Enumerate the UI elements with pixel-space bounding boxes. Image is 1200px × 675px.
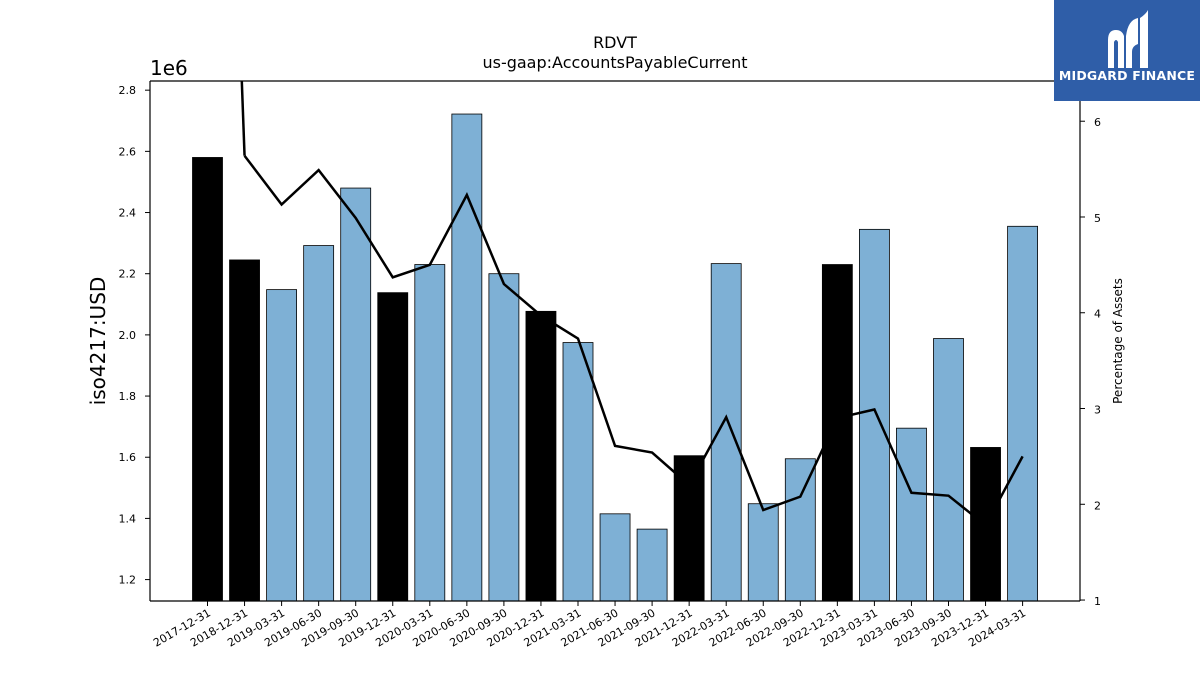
- chart-title: RDVT: [593, 33, 637, 52]
- y2-tick-label: 6: [1094, 116, 1101, 129]
- bar-2021-06-30: [599, 513, 631, 601]
- y2-tick-label: 1: [1094, 595, 1101, 608]
- y-tick-label: 1.4: [119, 512, 137, 525]
- y-tick-label: 2.2: [119, 268, 137, 281]
- bar-2019-12-31: [377, 292, 409, 601]
- y2-tick-label: 3: [1094, 404, 1101, 417]
- y-tick-label: 1.6: [119, 451, 137, 464]
- bar-2023-09-30: [933, 338, 964, 601]
- percentage-line: [243, 154, 1024, 528]
- bar-2019-03-31: [266, 289, 298, 601]
- bar-2020-06-30: [451, 113, 483, 601]
- bar-2024-03-31: [1007, 225, 1038, 601]
- y-tick-label: 1.2: [119, 574, 137, 587]
- bar-group: [192, 113, 1038, 601]
- y2-tick-label: 2: [1094, 499, 1101, 512]
- y2-tick-label: 4: [1094, 308, 1101, 321]
- bar-2020-03-31: [414, 264, 446, 601]
- bar-2023-06-30: [896, 427, 927, 601]
- bar-2021-12-31: [673, 455, 705, 601]
- bar-2017-12-31: [192, 157, 223, 601]
- bar-2019-09-30: [340, 187, 372, 601]
- bar-2021-03-31: [562, 342, 594, 601]
- y2-axis-label: Percentage of Assets: [1111, 278, 1125, 404]
- percentage-line-start: [240, 81, 246, 156]
- logo-text: MIDGARD FINANCE: [1058, 68, 1196, 83]
- line-layer: [240, 81, 1024, 528]
- bar-2022-09-30: [784, 458, 816, 601]
- y-tick-label: 2.0: [119, 329, 137, 342]
- y-axis-label: iso4217:USD: [86, 277, 110, 406]
- logo-mark-icon: [1108, 10, 1148, 68]
- bar-2020-09-30: [488, 273, 520, 601]
- bar-2022-03-31: [710, 263, 742, 601]
- bar-2018-12-31: [229, 259, 260, 601]
- bar-2022-12-31: [821, 264, 853, 601]
- y-tick-label: 2.6: [119, 145, 137, 158]
- bar-2020-12-31: [525, 310, 557, 601]
- y-tick-label: 1.8: [119, 390, 137, 403]
- logo: MIDGARD FINANCE: [1054, 0, 1200, 101]
- bar-2022-06-30: [747, 503, 779, 601]
- bar-2019-06-30: [303, 245, 335, 601]
- y-tick-label: 2.4: [119, 207, 137, 220]
- bar-2021-09-30: [636, 528, 668, 601]
- bar-2023-03-31: [859, 228, 890, 601]
- chart-subtitle: us-gaap:AccountsPayableCurrent: [482, 53, 747, 72]
- y-offset-label: 1e6: [150, 56, 188, 80]
- y2-tick-label: 5: [1094, 212, 1101, 225]
- y-tick-label: 2.8: [119, 84, 137, 97]
